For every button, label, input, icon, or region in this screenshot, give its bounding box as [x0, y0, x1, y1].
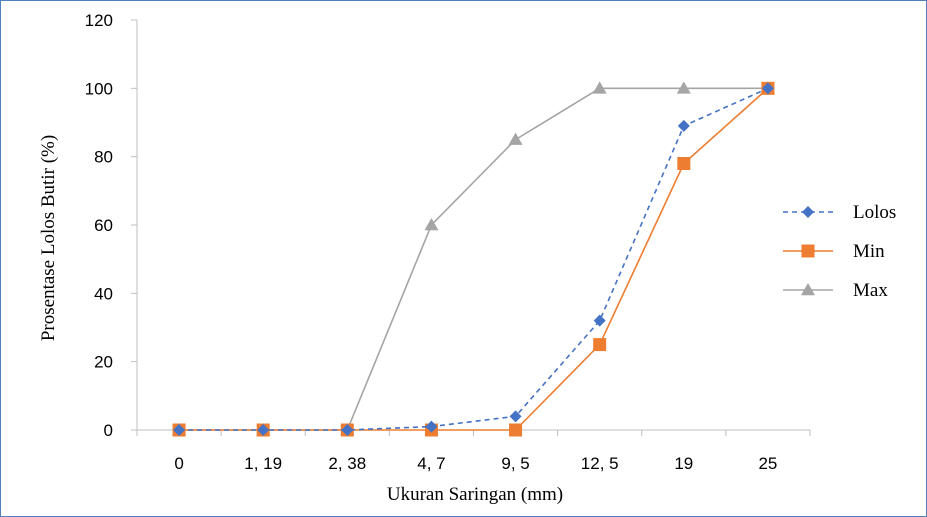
series-line-min — [179, 87, 769, 431]
data-point-lolos — [509, 410, 522, 423]
legend-item-max: Max — [783, 280, 888, 301]
legend: Lolos Min Max — [783, 202, 896, 301]
data-point-max — [508, 132, 523, 145]
legend-label: Min — [853, 241, 885, 262]
data-point-min — [677, 157, 691, 170]
legend-marker — [801, 283, 815, 296]
legend-item-min: Min — [783, 241, 885, 262]
series-min — [172, 81, 775, 437]
data-point-max — [424, 218, 439, 231]
legend-marker — [802, 206, 814, 218]
series-layer — [172, 81, 775, 437]
series-lolos — [173, 82, 774, 436]
y-axis: 0 20 40 60 80 100 120 — [85, 11, 138, 440]
data-point-max — [676, 81, 691, 94]
x-tick-label: 25 — [758, 454, 777, 473]
x-tick-label: 19 — [674, 454, 693, 473]
x-tick-label: 2, 38 — [328, 454, 366, 473]
y-tick-label: 60 — [94, 216, 113, 235]
data-point-min — [509, 423, 523, 437]
data-point-lolos — [593, 314, 606, 327]
data-point-lolos — [677, 119, 690, 132]
legend-item-lolos: Lolos — [783, 202, 896, 223]
y-tick-label: 80 — [94, 148, 113, 167]
x-tick-label: 9, 5 — [501, 454, 529, 473]
x-tick-label: 1, 19 — [244, 454, 282, 473]
data-point-lolos — [341, 424, 354, 436]
series-max — [172, 81, 775, 436]
x-axis-title: Ukuran Saringan (mm) — [387, 484, 563, 505]
x-tick-label: 12, 5 — [581, 454, 619, 473]
data-point-lolos — [761, 82, 774, 95]
y-tick-label: 100 — [85, 79, 113, 98]
x-axis: 0 1, 19 2, 38 4, 7 9, 5 12, 5 19 25 — [136, 429, 811, 473]
y-tick-label: 20 — [94, 353, 113, 372]
data-point-lolos — [173, 424, 186, 436]
y-tick-label: 40 — [94, 284, 113, 303]
data-point-lolos — [425, 420, 438, 433]
x-tick-label: 4, 7 — [417, 454, 445, 473]
y-axis-title: Prosentase Lolos Butir (%) — [38, 135, 59, 341]
legend-marker — [801, 244, 815, 258]
y-tick-label: 0 — [104, 421, 113, 440]
series-line-max — [179, 87, 768, 431]
x-tick-label: 0 — [174, 454, 183, 473]
legend-label: Max — [853, 280, 888, 301]
data-point-lolos — [257, 424, 270, 436]
y-tick-label: 120 — [85, 11, 113, 30]
legend-label: Lolos — [853, 202, 896, 223]
data-point-min — [593, 338, 607, 352]
series-line-lolos — [179, 87, 769, 431]
data-point-max — [592, 81, 607, 94]
